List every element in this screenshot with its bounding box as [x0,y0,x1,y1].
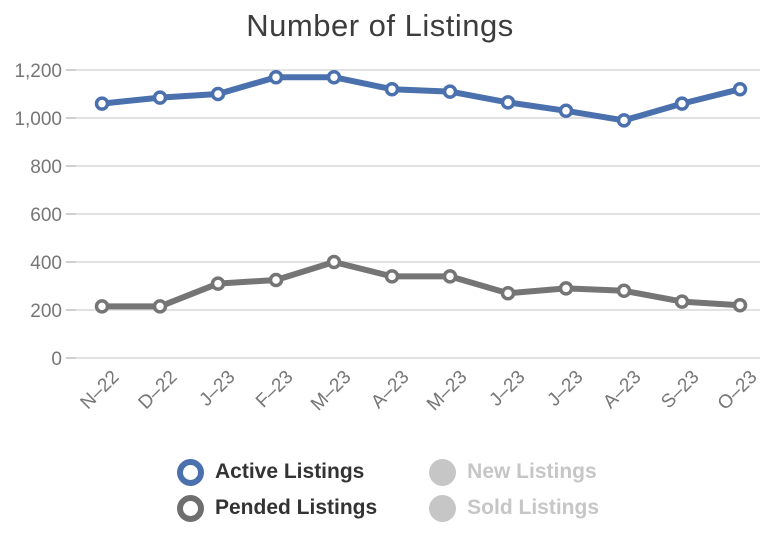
data-point-pended-listings[interactable] [152,299,168,314]
data-point-pended-listings[interactable] [674,294,690,309]
data-point-active-listings[interactable] [210,86,226,102]
chart-legend: Active Listings Pended Listings New List… [0,457,776,523]
sold-listings-circle-icon [429,494,457,522]
legend-label-pended-listings: Pended Listings [214,496,378,519]
series-line-active-listings [99,74,743,124]
legend-label-new-listings: New Listings [467,460,597,483]
data-point-pended-listings[interactable] [558,281,574,296]
legend-item-sold-listings[interactable]: Sold Listings [429,493,599,523]
y-axis-label: 1,000 [14,109,62,130]
series-pended-listings [94,254,748,314]
x-axis-label: O–23 [714,367,762,415]
data-point-active-listings[interactable] [268,69,284,85]
x-axis-label: J–23 [544,367,588,411]
x-axis-labels: N–22 D–22 J–23 F–23 M–23 A–23 M–23 J–23 J–23 A–23… [77,367,762,415]
data-point-pended-listings[interactable] [616,283,632,299]
data-point-pended-listings[interactable] [94,299,110,314]
x-axis-label: M–23 [423,367,471,415]
data-point-active-listings[interactable] [500,95,516,110]
legend-item-active-listings[interactable]: Active Listings [176,457,377,487]
data-point-pended-listings[interactable] [500,285,516,301]
series-active-listings [94,69,748,128]
data-point-pended-listings[interactable] [210,276,226,291]
new-listings-circle-icon [429,458,457,486]
y-axis-label: 400 [30,253,62,274]
data-point-active-listings[interactable] [94,96,110,111]
chart-title: Number of Listings [246,8,514,43]
data-point-active-listings[interactable] [326,69,342,85]
data-point-active-listings[interactable] [674,96,690,111]
y-axis-label: 200 [30,301,62,322]
data-point-active-listings[interactable] [442,84,458,99]
x-axis-label: A–23 [367,367,413,413]
y-axis-grid: 0 200 400 600 800 1,000 1,200 [14,61,760,370]
y-axis-label: 0 [51,349,62,370]
x-axis-label: J–23 [196,367,240,411]
x-axis-label: S–23 [657,367,703,413]
x-axis-label: N–22 [77,367,124,414]
data-point-active-listings[interactable] [384,81,400,97]
y-axis-label: 600 [30,205,62,226]
data-point-active-listings[interactable] [558,103,574,119]
legend-label-active-listings: Active Listings [214,460,365,483]
legend-label-sold-listings: Sold Listings [467,496,600,519]
x-axis-label: A–23 [599,367,645,413]
active-listings-ring-icon [176,458,204,486]
data-point-active-listings[interactable] [732,81,748,97]
x-axis-label: J–23 [486,367,530,411]
x-axis-label: M–23 [307,367,355,415]
data-point-pended-listings[interactable] [732,297,748,313]
y-axis-label: 800 [30,157,62,178]
data-point-pended-listings[interactable] [442,269,458,284]
legend-item-new-listings[interactable]: New Listings [429,457,599,487]
x-axis-label: D–22 [135,367,182,414]
data-point-pended-listings[interactable] [326,254,342,270]
legend-item-pended-listings[interactable]: Pended Listings [176,493,378,523]
series-line-pended-listings [99,259,743,310]
data-point-pended-listings[interactable] [268,272,284,288]
x-axis-label: F–23 [252,367,297,412]
y-axis-label: 1,200 [14,61,62,82]
data-point-pended-listings[interactable] [384,269,400,284]
data-point-active-listings[interactable] [616,113,632,128]
data-point-active-listings[interactable] [152,90,168,105]
pended-listings-ring-icon [176,494,204,522]
